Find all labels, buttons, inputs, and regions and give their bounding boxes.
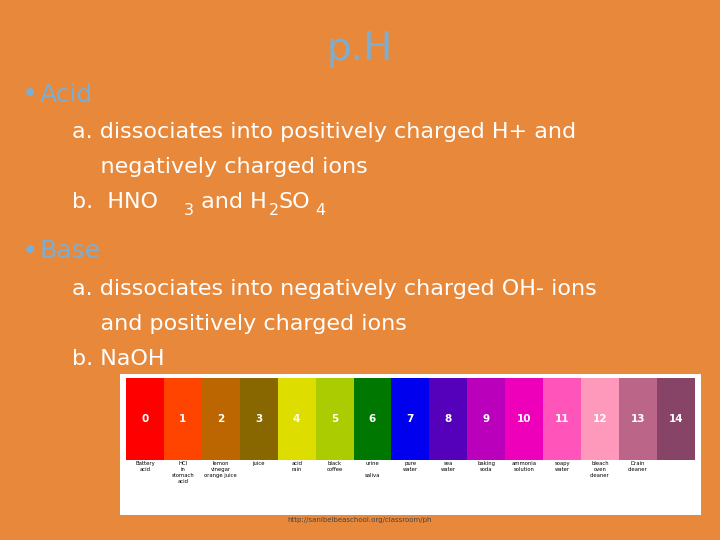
Bar [164,378,202,460]
Text: Drain
cleaner: Drain cleaner [628,461,648,472]
Bar [240,378,278,460]
Text: 13: 13 [631,414,645,424]
Bar [505,378,543,460]
Text: 0: 0 [141,414,148,424]
Text: 2: 2 [217,414,225,424]
Text: lemon
vinegar
orange juice: lemon vinegar orange juice [204,461,237,478]
Text: bleach
oven
cleaner: bleach oven cleaner [590,461,610,478]
Text: p.H: p.H [327,30,393,68]
Bar [202,378,240,460]
Bar [354,378,392,460]
Bar [467,378,505,460]
Text: 5: 5 [331,414,338,424]
Bar [126,378,164,460]
Bar [429,378,467,460]
Text: 10: 10 [517,414,531,424]
Bar [619,378,657,460]
Bar [278,378,315,460]
Text: and H: and H [194,192,267,213]
Text: pure
water: pure water [402,461,418,472]
Text: sea
water: sea water [441,461,456,472]
Text: 11: 11 [555,414,570,424]
Text: 9: 9 [482,414,490,424]
Text: 4: 4 [293,414,300,424]
Text: 6: 6 [369,414,376,424]
Text: 3: 3 [184,203,194,218]
Text: a. dissociates into positively charged H+ and: a. dissociates into positively charged H… [72,122,576,143]
Text: SO: SO [279,192,310,213]
Text: black
coffee: black coffee [326,461,343,472]
Bar [543,378,581,460]
Text: juice: juice [253,461,265,466]
Text: soapy
water: soapy water [554,461,570,472]
Text: Base: Base [40,239,101,263]
Text: 2: 2 [269,203,279,218]
Text: HCl
in
stomach
acid: HCl in stomach acid [171,461,194,483]
Text: ammonia
solution: ammonia solution [512,461,536,472]
Text: a. dissociates into negatively charged OH- ions: a. dissociates into negatively charged O… [72,279,597,299]
Text: acid
rain: acid rain [291,461,302,472]
Text: 8: 8 [445,414,452,424]
Text: 7: 7 [407,414,414,424]
Bar [581,378,619,460]
Text: •: • [22,80,38,109]
Text: urine

saliva: urine saliva [365,461,380,478]
Text: and positively charged ions: and positively charged ions [72,314,407,334]
Text: http://sanibelbeaschool.org/classroom/ph: http://sanibelbeaschool.org/classroom/ph [288,517,432,523]
Text: b.  HNO: b. HNO [72,192,158,213]
Text: baking
soda: baking soda [477,461,495,472]
Bar [315,378,354,460]
Text: •: • [22,237,38,265]
Text: Battery
acid: Battery acid [135,461,155,472]
Text: 4: 4 [315,203,325,218]
Text: 12: 12 [593,414,607,424]
Bar [120,374,701,515]
Text: 3: 3 [255,414,262,424]
Bar [657,378,695,460]
Text: 1: 1 [179,414,186,424]
Text: negatively charged ions: negatively charged ions [72,157,368,178]
Text: 14: 14 [669,414,683,424]
Text: Acid: Acid [40,83,93,106]
Bar [392,378,429,460]
Text: b. NaOH: b. NaOH [72,349,164,369]
